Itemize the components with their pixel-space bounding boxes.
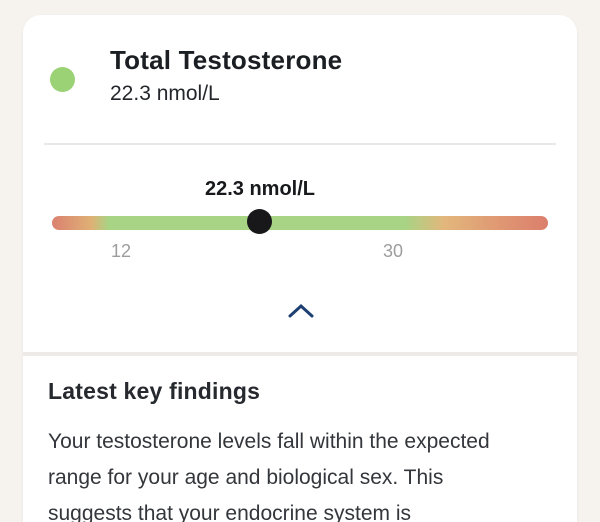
biomarker-title: Total Testosterone xyxy=(110,45,343,75)
findings-body-line: Your testosterone levels fall within the… xyxy=(48,430,490,453)
status-dot-icon xyxy=(50,67,75,92)
biomarker-value: 22.3 nmol/L xyxy=(110,82,220,105)
gauge-tick-max: 30 xyxy=(382,241,404,261)
findings-heading: Latest key findings xyxy=(48,378,261,404)
gauge-value-label: 22.3 nmol/L xyxy=(204,178,316,200)
biomarker-card: Total Testosterone 22.3 nmol/L 22.3 nmol… xyxy=(23,15,577,522)
header-divider xyxy=(44,143,556,145)
collapse-button[interactable] xyxy=(281,298,321,326)
chevron-up-icon xyxy=(287,303,315,322)
gauge-marker-dot xyxy=(247,209,272,234)
findings-body-line: suggests that your endocrine system is xyxy=(48,502,412,522)
findings-body-line: range for your age and biological sex. T… xyxy=(48,466,444,489)
card-header: Total Testosterone 22.3 nmol/L xyxy=(23,15,577,145)
section-divider xyxy=(23,352,577,356)
gauge-tick-min: 12 xyxy=(110,241,132,261)
range-gauge: 22.3 nmol/L 12 30 xyxy=(23,145,577,345)
gauge-gradient-bar xyxy=(52,216,548,230)
findings-section: Latest key findings Your testosterone le… xyxy=(48,378,554,522)
